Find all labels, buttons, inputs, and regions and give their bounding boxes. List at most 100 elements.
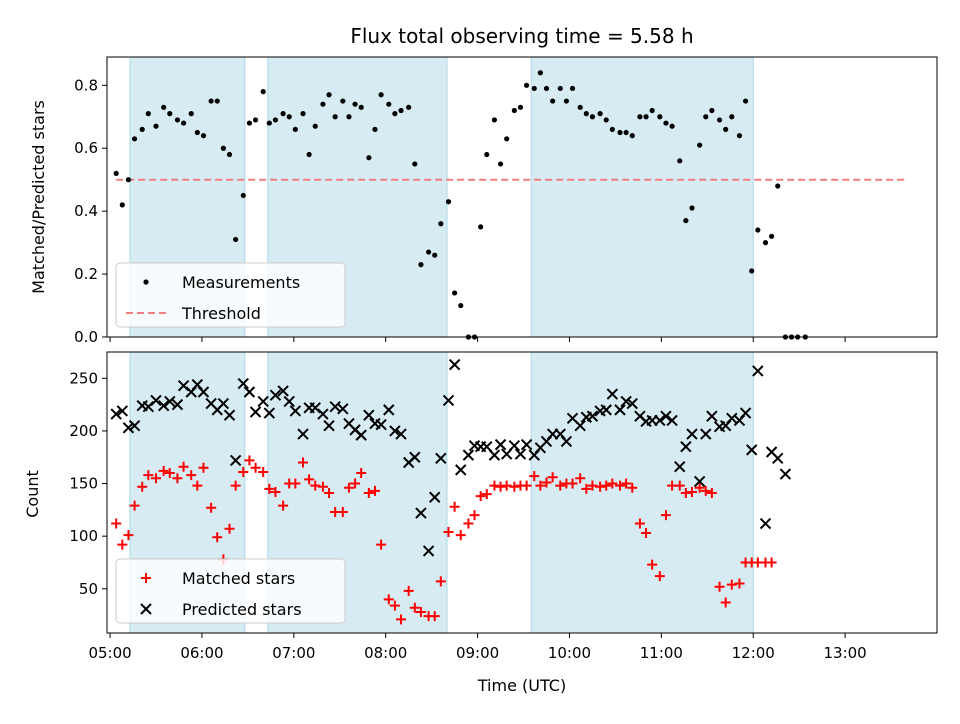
data-point <box>458 302 464 309</box>
data-point <box>693 475 706 488</box>
y-tick-label: 150 <box>69 475 98 493</box>
data-point <box>523 82 530 88</box>
data-point <box>392 111 398 117</box>
data-point <box>445 199 452 205</box>
data-point <box>669 123 675 129</box>
data-point <box>674 461 686 473</box>
axes-frame <box>106 351 938 634</box>
data-point <box>403 585 414 596</box>
legend-plus-swatch <box>141 573 151 583</box>
data-point <box>577 104 583 110</box>
data-point <box>677 158 683 164</box>
data-point <box>462 449 475 461</box>
data-point <box>435 452 447 465</box>
data-point <box>244 455 255 466</box>
y-axis-label-ratio: Matched/Predicted stars <box>29 100 48 294</box>
chart-title: Flux total observing time = 5.58 h <box>350 24 693 48</box>
data-point <box>543 85 550 92</box>
data-point <box>494 438 507 451</box>
data-point <box>442 394 455 407</box>
data-point <box>766 557 777 568</box>
axes-frame <box>106 56 938 338</box>
data-point <box>509 481 520 492</box>
data-point <box>511 107 517 114</box>
data-point <box>290 478 301 489</box>
x-tick-label: 09:00 <box>456 644 499 662</box>
data-point <box>352 101 358 107</box>
data-point <box>560 435 573 448</box>
data-point <box>398 107 404 114</box>
data-point <box>452 290 458 296</box>
data-point <box>637 114 643 120</box>
data-point <box>409 602 420 613</box>
data-point <box>139 126 145 132</box>
data-point <box>123 530 134 541</box>
data-point <box>739 407 752 419</box>
data-point <box>574 419 586 432</box>
data-point <box>575 473 586 484</box>
data-point <box>280 111 286 117</box>
data-point <box>157 399 170 412</box>
data-point <box>749 268 755 274</box>
data-point <box>643 114 649 120</box>
x-tick-label: 08:00 <box>364 644 407 662</box>
data-point <box>286 114 292 120</box>
data-point <box>369 485 380 496</box>
data-point <box>595 481 606 492</box>
data-point <box>432 252 438 258</box>
data-point <box>320 101 326 107</box>
data-point <box>122 422 135 434</box>
data-point <box>752 365 764 377</box>
data-point <box>775 183 781 189</box>
data-point <box>736 133 743 139</box>
series-measurements <box>113 70 808 340</box>
data-point <box>409 451 421 463</box>
data-point <box>250 462 261 473</box>
legend: Measurements Threshold <box>115 262 346 328</box>
data-point <box>686 486 697 497</box>
data-point <box>323 419 335 432</box>
data-point <box>386 101 392 107</box>
y-tick-label: 100 <box>69 527 98 545</box>
data-point <box>680 488 691 499</box>
data-point <box>237 377 249 390</box>
data-point <box>587 480 598 491</box>
data-point <box>497 161 504 167</box>
data-point <box>143 470 154 481</box>
data-point <box>178 461 189 472</box>
data-point <box>366 155 372 161</box>
data-point <box>517 104 524 110</box>
data-point <box>223 409 236 421</box>
data-point <box>252 117 259 123</box>
data-point <box>634 518 645 529</box>
x-tick-label: 12:00 <box>732 644 775 662</box>
data-point <box>680 441 692 453</box>
data-point <box>600 404 612 416</box>
data-point <box>686 428 698 440</box>
data-point <box>396 614 407 625</box>
data-point <box>264 483 275 494</box>
legend: Matched stars Predicted stars <box>115 558 346 624</box>
y-tick-label: 0.2 <box>74 265 98 283</box>
data-point <box>192 480 203 491</box>
data-point <box>164 395 176 408</box>
data-point <box>389 600 400 611</box>
data-point <box>443 526 454 537</box>
data-point <box>429 491 441 503</box>
data-point <box>745 444 758 456</box>
data-point <box>683 217 689 224</box>
data-point <box>547 472 558 483</box>
data-point <box>214 98 220 104</box>
data-point <box>263 407 276 419</box>
data-point <box>110 408 122 420</box>
y-axis-label-count: Count <box>23 470 42 518</box>
data-point <box>243 386 256 398</box>
data-point <box>716 117 723 123</box>
data-point <box>614 404 626 416</box>
x-tick-label: 11:00 <box>640 644 683 662</box>
data-point <box>620 395 632 408</box>
data-point <box>621 478 632 489</box>
data-point <box>700 428 712 440</box>
data-point <box>469 510 480 521</box>
x-tick-label: 05:00 <box>88 644 131 662</box>
